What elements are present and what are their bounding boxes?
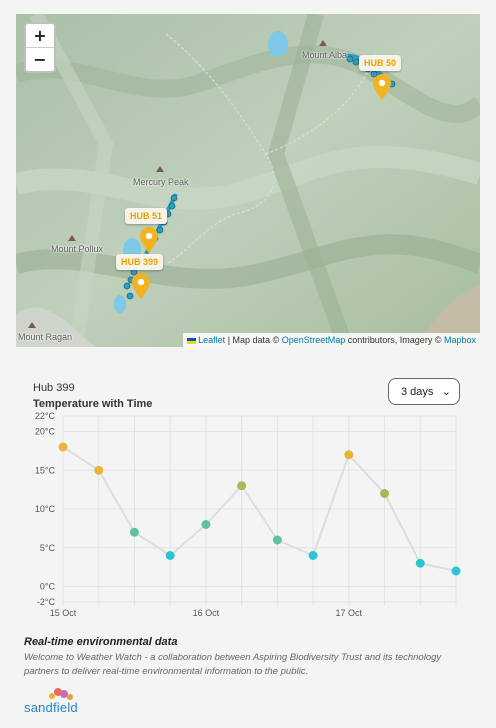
peak-label-mercury-peak: Mercury Peak xyxy=(133,177,189,187)
ukraine-flag-icon xyxy=(187,337,197,344)
time-range-select[interactable]: 3 days ⌄ xyxy=(388,378,460,405)
zoom-out-button[interactable]: − xyxy=(33,50,47,69)
zoom-in-button[interactable]: + xyxy=(26,24,54,48)
hub-label-399[interactable]: HUB 399 xyxy=(116,254,164,270)
y-tick-label: 10°C xyxy=(35,504,56,514)
terrain-map xyxy=(16,14,480,347)
info-title: Real-time environmental data xyxy=(24,636,178,648)
hub-label-50[interactable]: HUB 50 xyxy=(359,55,402,71)
peak-icon xyxy=(319,40,327,46)
y-tick-label: 22°C xyxy=(35,411,56,421)
openstreetmap-link[interactable]: OpenStreetMap xyxy=(281,335,346,345)
data-point xyxy=(237,481,247,491)
x-tick-label: 15 Oct xyxy=(50,608,77,618)
data-point xyxy=(129,527,139,537)
peak-icon xyxy=(28,322,36,328)
map-view[interactable]: + − Mount Alba Mercury Peak Mount Pollux… xyxy=(16,14,480,347)
chevron-down-icon: ⌄ xyxy=(441,386,451,398)
logo-mark-icon xyxy=(49,688,73,700)
x-axis: 15 Oct 16 Oct 17 Oct xyxy=(50,608,363,618)
hub-name: Hub 399 xyxy=(33,382,75,394)
data-point xyxy=(201,520,211,529)
hub-51-pin-icon[interactable] xyxy=(140,227,158,253)
temperature-chart: 22°C20°C15°C10°C5°C0°C-2°C 15 Oct 16 Oct 1… xyxy=(35,411,461,618)
info-text: Welcome to Weather Watch - a collaborati… xyxy=(24,652,442,677)
data-points xyxy=(58,442,461,576)
zoom-control: + − xyxy=(24,22,56,73)
mapbox-link[interactable]: Mapbox xyxy=(443,335,476,345)
data-point xyxy=(308,551,318,560)
time-range-value: 3 days xyxy=(401,386,434,398)
y-tick-label: 5°C xyxy=(40,543,56,553)
data-point xyxy=(380,489,390,498)
attribution-text: | Map data © xyxy=(227,335,280,345)
peak-label-mount-pollux: Mount Pollux xyxy=(51,244,104,254)
data-point xyxy=(58,442,68,452)
leaflet-link[interactable]: Leaflet xyxy=(198,335,226,345)
hub-label-51[interactable]: HUB 51 xyxy=(125,208,168,224)
sandfield-logo: sandfield xyxy=(24,688,84,715)
data-point xyxy=(415,558,425,568)
map-attribution: Leaflet | Map data © OpenStreetMap contr… xyxy=(183,333,480,347)
y-tick-label: 15°C xyxy=(35,465,56,475)
x-tick-label: 16 Oct xyxy=(193,608,220,618)
peak-icon xyxy=(68,235,76,241)
data-point xyxy=(94,465,104,475)
y-tick-label: 20°C xyxy=(35,427,56,437)
x-tick-label: 17 Oct xyxy=(336,608,363,618)
data-point xyxy=(165,551,175,560)
data-point xyxy=(272,535,282,545)
data-point xyxy=(344,450,354,460)
peak-label-mount-ragan: Mount Ragan xyxy=(18,332,73,342)
y-axis: 22°C 20°C 15°C 10°C 5°C 0°C -2°C xyxy=(35,411,56,607)
hub-399-pin-icon[interactable] xyxy=(132,273,150,299)
y-tick-label: -2°C xyxy=(37,597,56,607)
peak-label-mount-alba: Mount Alba xyxy=(302,50,348,60)
logo-text: sandfield xyxy=(24,700,78,715)
data-point xyxy=(451,566,461,576)
attribution-text: contributors, Imagery © xyxy=(347,335,442,345)
chart-title: Temperature with Time xyxy=(33,398,153,410)
series-line xyxy=(62,446,457,572)
y-tick-label: 0°C xyxy=(40,582,56,592)
peak-icon xyxy=(156,166,164,172)
hub-50-pin-icon[interactable] xyxy=(373,74,391,100)
